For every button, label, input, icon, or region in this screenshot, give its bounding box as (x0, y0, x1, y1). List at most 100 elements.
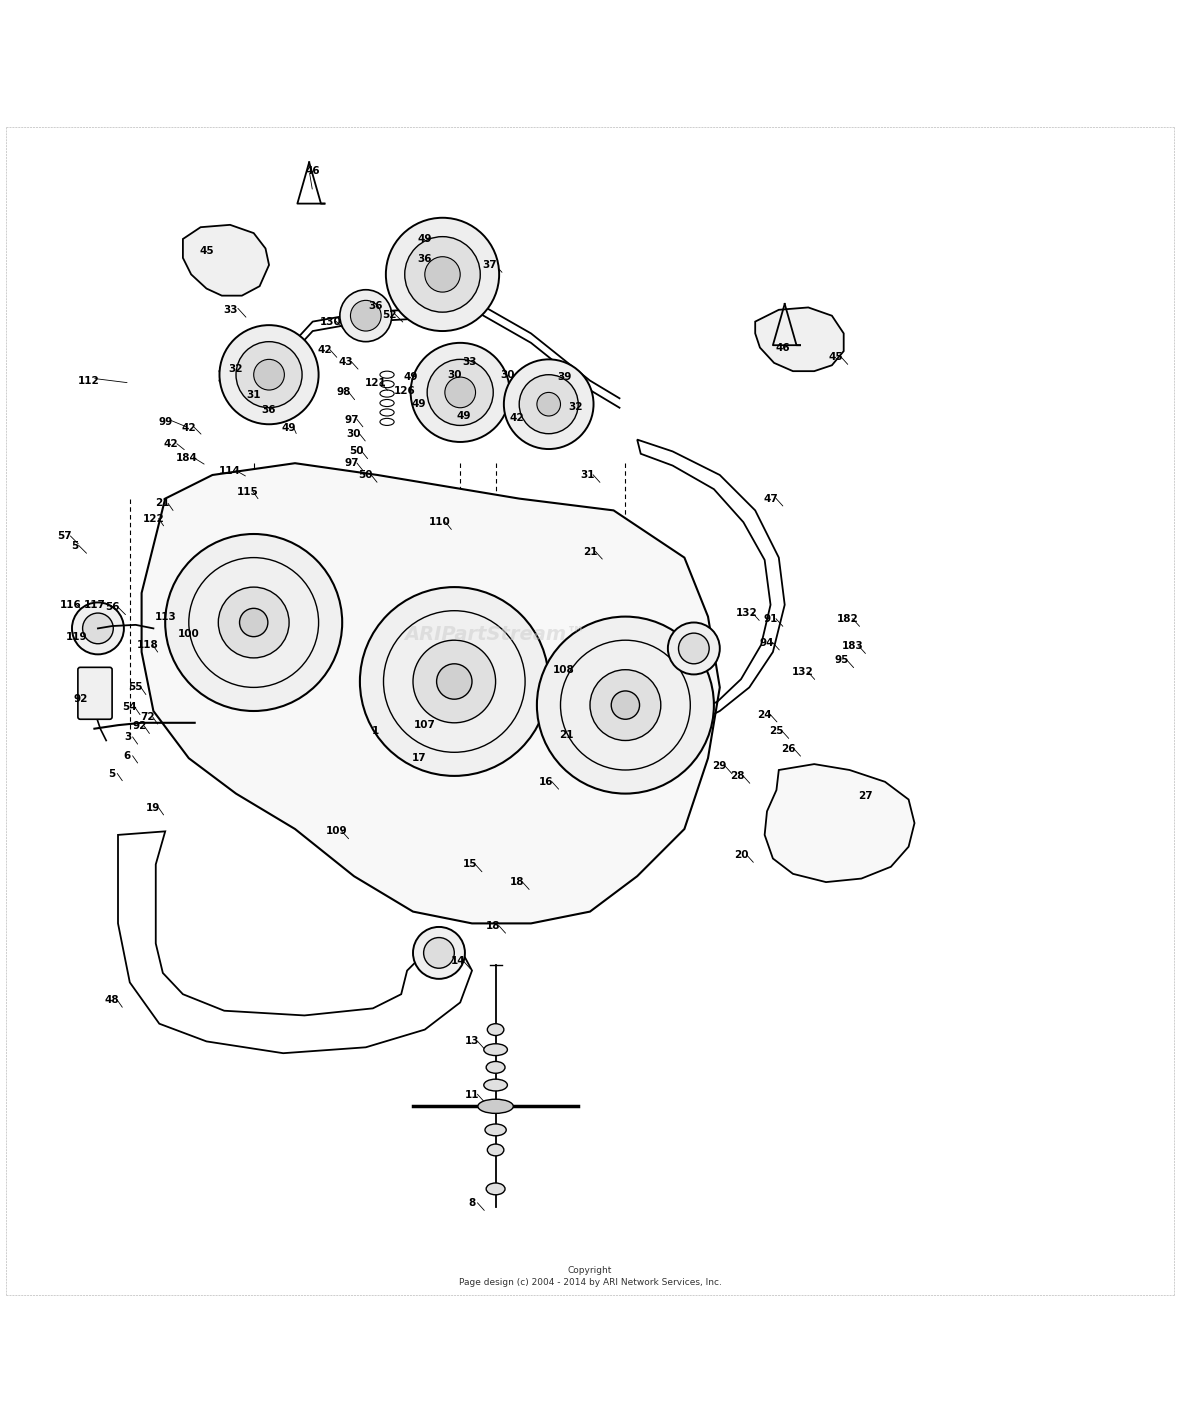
Text: 110: 110 (430, 518, 451, 528)
Text: 52: 52 (382, 310, 396, 320)
Circle shape (405, 236, 480, 313)
Circle shape (386, 218, 499, 331)
Text: 98: 98 (336, 387, 350, 397)
Text: 91: 91 (763, 614, 778, 624)
Circle shape (427, 360, 493, 425)
Text: 24: 24 (758, 710, 772, 720)
Text: 184: 184 (176, 454, 197, 464)
Text: 109: 109 (326, 826, 347, 836)
Text: 42: 42 (510, 414, 524, 424)
Circle shape (218, 587, 289, 658)
Circle shape (165, 535, 342, 711)
Text: 45: 45 (828, 353, 843, 363)
Text: 182: 182 (837, 614, 858, 624)
Circle shape (424, 937, 454, 968)
Ellipse shape (486, 1183, 505, 1194)
Circle shape (611, 691, 640, 720)
Text: 13: 13 (465, 1037, 479, 1047)
Text: 18: 18 (510, 877, 524, 887)
Text: 113: 113 (155, 611, 176, 621)
Text: 108: 108 (553, 664, 575, 674)
Text: 14: 14 (451, 956, 465, 966)
Text: 122: 122 (143, 513, 164, 523)
Text: 114: 114 (219, 466, 241, 476)
Text: 45: 45 (199, 246, 214, 256)
Text: 48: 48 (105, 995, 119, 1005)
Circle shape (437, 664, 472, 700)
Text: 33: 33 (223, 304, 237, 314)
Text: 6: 6 (124, 751, 131, 761)
Text: 94: 94 (760, 637, 774, 647)
Text: 32: 32 (229, 364, 243, 374)
Text: 46: 46 (306, 165, 320, 175)
Text: 25: 25 (769, 727, 784, 737)
Text: 183: 183 (843, 641, 864, 651)
Text: 8: 8 (468, 1199, 476, 1209)
Text: 18: 18 (486, 921, 500, 931)
Text: 32: 32 (569, 401, 583, 411)
Text: 26: 26 (781, 744, 795, 754)
Text: 36: 36 (262, 405, 276, 415)
Circle shape (668, 623, 720, 674)
Polygon shape (765, 764, 914, 882)
Text: 130: 130 (320, 317, 341, 327)
Text: 49: 49 (412, 400, 426, 410)
Text: 49: 49 (404, 373, 418, 383)
Text: 117: 117 (84, 600, 105, 610)
Text: 112: 112 (78, 375, 99, 385)
Circle shape (254, 360, 284, 390)
Text: ARIPartStream™: ARIPartStream™ (405, 624, 586, 644)
Text: 17: 17 (412, 754, 426, 764)
Text: 5: 5 (109, 768, 116, 778)
Text: 47: 47 (763, 493, 778, 503)
Circle shape (72, 603, 124, 654)
Ellipse shape (487, 1024, 504, 1035)
Text: 46: 46 (775, 343, 789, 353)
Text: 126: 126 (394, 387, 415, 397)
Text: 54: 54 (123, 702, 137, 712)
Text: 28: 28 (730, 771, 745, 781)
Circle shape (219, 326, 319, 424)
Text: Copyright: Copyright (568, 1266, 612, 1274)
Text: 21: 21 (559, 729, 573, 739)
Text: 29: 29 (713, 761, 727, 772)
Circle shape (445, 377, 476, 408)
Text: 97: 97 (345, 415, 359, 425)
Text: 121: 121 (365, 378, 386, 388)
Text: 107: 107 (414, 720, 435, 729)
Text: 36: 36 (368, 301, 382, 311)
Text: 56: 56 (105, 602, 119, 611)
Text: 57: 57 (58, 532, 72, 542)
Text: 50: 50 (359, 471, 373, 481)
Text: 42: 42 (182, 422, 196, 432)
Text: 92: 92 (73, 694, 87, 704)
FancyBboxPatch shape (78, 667, 112, 720)
Circle shape (83, 613, 113, 644)
Text: 5: 5 (71, 540, 78, 550)
Text: 42: 42 (317, 346, 332, 356)
Text: 99: 99 (158, 417, 172, 427)
Text: 19: 19 (146, 803, 160, 813)
Text: 1: 1 (372, 727, 379, 737)
Ellipse shape (484, 1044, 507, 1055)
Text: 118: 118 (137, 640, 158, 650)
Circle shape (413, 927, 465, 978)
Circle shape (519, 375, 578, 434)
Text: 20: 20 (734, 850, 748, 860)
Text: 39: 39 (557, 373, 571, 383)
Text: 15: 15 (463, 859, 477, 869)
Circle shape (425, 257, 460, 292)
Circle shape (360, 587, 549, 776)
Text: 3: 3 (124, 732, 131, 742)
Circle shape (240, 609, 268, 637)
Text: 132: 132 (792, 667, 813, 677)
Text: 55: 55 (129, 683, 143, 693)
Ellipse shape (487, 1145, 504, 1156)
Text: 92: 92 (132, 721, 146, 731)
Ellipse shape (485, 1123, 506, 1136)
Circle shape (537, 392, 560, 417)
Text: 36: 36 (418, 255, 432, 264)
Text: 119: 119 (66, 631, 87, 641)
Text: 33: 33 (463, 357, 477, 367)
Text: 31: 31 (247, 390, 261, 400)
